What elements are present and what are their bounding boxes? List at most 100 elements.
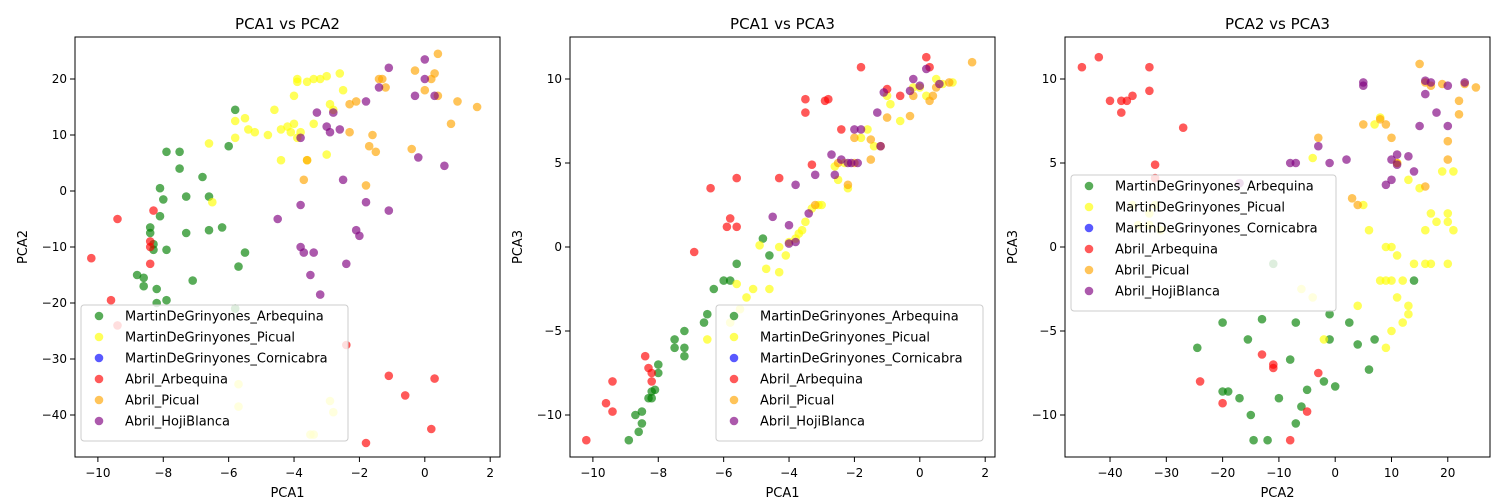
data-point — [608, 407, 617, 416]
data-point — [804, 209, 813, 218]
data-point — [801, 108, 810, 117]
y-tick-label: 5 — [1049, 156, 1057, 170]
data-point — [680, 351, 689, 361]
x-tick-label: −2 — [351, 466, 369, 480]
data-point — [1364, 365, 1374, 374]
data-point — [1381, 180, 1391, 190]
data-point — [680, 326, 689, 336]
data-point — [175, 164, 184, 173]
data-point — [1218, 398, 1227, 408]
legend-marker — [94, 353, 104, 363]
data-point — [299, 248, 309, 257]
data-point — [1246, 410, 1256, 420]
data-point — [856, 62, 866, 72]
data-point — [1342, 155, 1351, 164]
data-point — [132, 270, 142, 280]
legend-label: MartinDeGrinyones_Picual — [125, 331, 295, 346]
data-point — [624, 435, 634, 445]
data-point — [1285, 435, 1295, 445]
x-tick-label: −8 — [649, 466, 667, 480]
data-point — [1381, 120, 1391, 129]
data-point — [856, 125, 866, 134]
data-point — [732, 259, 741, 269]
data-point — [427, 424, 436, 434]
legend: MartinDeGrinyones_Arbequina MartinDeGriny… — [1070, 174, 1337, 312]
data-point — [670, 335, 679, 344]
data-point — [1178, 123, 1188, 132]
y-axis-label: PCA2 — [16, 230, 31, 264]
data-point — [1145, 86, 1154, 96]
data-point — [1409, 167, 1419, 176]
data-point — [204, 225, 214, 235]
y-axis-label: PCA3 — [1006, 230, 1021, 264]
data-point — [810, 170, 820, 180]
data-point — [922, 64, 931, 74]
data-point — [647, 368, 656, 378]
legend-label: MartinDeGrinyones_Picual — [760, 331, 930, 346]
y-tick-label: −10 — [1032, 408, 1057, 422]
data-point — [1432, 217, 1441, 227]
data-point — [230, 133, 240, 143]
legend: MartinDeGrinyones_Arbequina MartinDeGriny… — [80, 304, 349, 442]
data-point — [181, 192, 191, 201]
data-point — [909, 74, 918, 84]
data-point — [361, 97, 371, 106]
data-point — [1314, 141, 1323, 151]
data-point — [1421, 225, 1430, 235]
data-point — [791, 237, 800, 247]
data-point — [1387, 276, 1396, 285]
data-point — [601, 398, 611, 408]
legend-label: Abril_Picual — [125, 394, 199, 409]
data-point — [846, 158, 856, 168]
data-point — [276, 125, 286, 134]
data-point — [1471, 83, 1481, 92]
data-point — [338, 85, 348, 95]
data-point — [106, 295, 116, 305]
data-point — [155, 183, 165, 193]
data-point — [198, 172, 207, 182]
data-point — [1421, 182, 1430, 191]
data-point — [338, 175, 348, 185]
data-point — [732, 173, 741, 183]
legend-label: Abril_Arbequina — [760, 373, 863, 388]
data-point — [768, 212, 777, 222]
x-tick-label: −10 — [85, 466, 110, 480]
legend-marker — [1084, 223, 1094, 233]
data-point — [1387, 175, 1396, 185]
data-point — [1370, 120, 1379, 129]
data-point — [162, 245, 171, 255]
data-point — [853, 158, 862, 168]
data-point — [699, 318, 709, 327]
data-point — [342, 259, 351, 269]
data-point — [1077, 62, 1087, 72]
data-point — [1404, 309, 1413, 319]
data-point — [748, 284, 758, 294]
data-point — [1392, 150, 1402, 159]
data-point — [139, 281, 148, 291]
x-tick-label: −20 — [1210, 466, 1235, 480]
y-tick-label: 10 — [1042, 72, 1057, 86]
data-point — [181, 228, 191, 238]
legend-label: Abril_HojiBlanca — [125, 415, 230, 430]
data-point — [296, 200, 305, 210]
data-point — [420, 74, 430, 84]
data-point — [647, 377, 656, 386]
data-point — [1193, 343, 1202, 353]
data-point — [1243, 335, 1253, 344]
data-point — [162, 147, 171, 157]
data-point — [1249, 435, 1258, 445]
data-point — [240, 248, 250, 257]
data-point — [1117, 108, 1126, 117]
data-point — [654, 360, 663, 369]
data-point — [322, 71, 332, 81]
data-point — [1291, 158, 1301, 168]
y-tick-label: 10 — [52, 128, 67, 142]
data-point — [276, 155, 286, 165]
x-tick-label: −6 — [220, 466, 238, 480]
data-point — [329, 108, 338, 117]
data-point — [1443, 217, 1453, 227]
legend-marker — [94, 395, 104, 405]
data-point — [270, 105, 279, 115]
data-point — [1404, 301, 1413, 311]
